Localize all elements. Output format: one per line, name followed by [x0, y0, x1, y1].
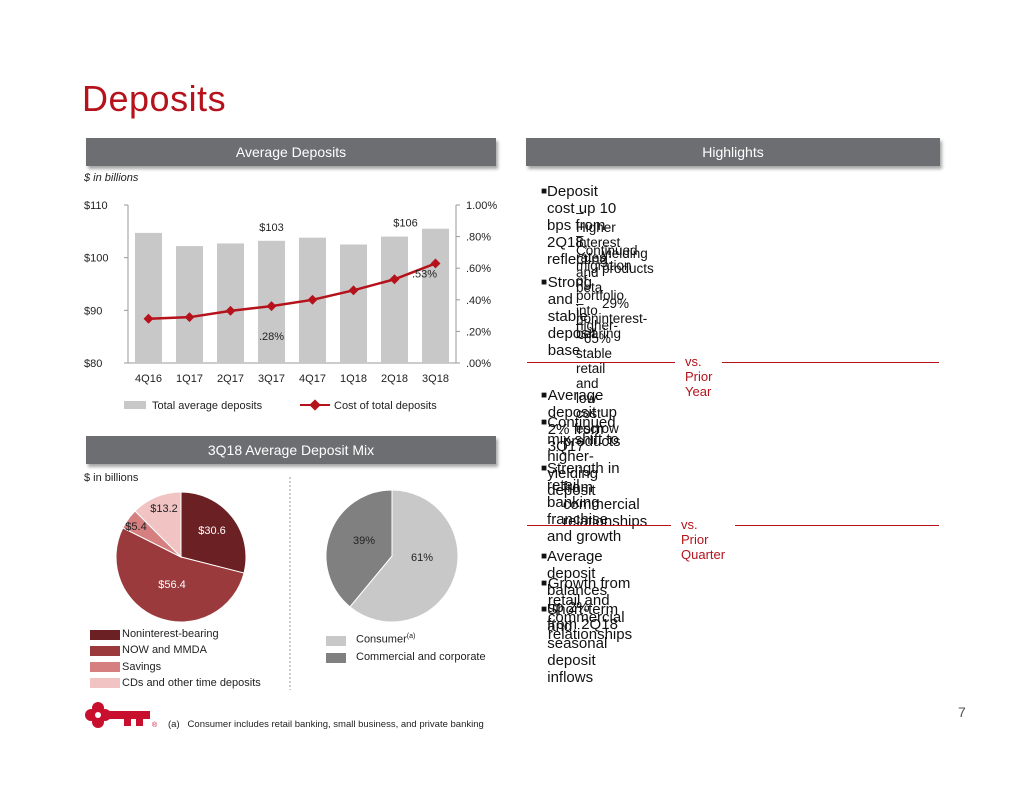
panel-header-highlights: Highlights: [526, 138, 940, 166]
section-label-prior-year: vs. Prior Year: [675, 354, 723, 399]
legend-swatch-commercial: [326, 653, 346, 663]
y-tick-label: $90: [84, 305, 102, 317]
y-tick-label: $100: [84, 253, 108, 265]
pie-slice-noninterest-bearing: [180, 491, 247, 574]
highlight-bullet-deposit-cost: ■ Deposit cost up 10 bps from 2Q18, refle…: [541, 183, 617, 268]
legend-swatch-now-mmda: [90, 646, 120, 656]
line-point-2Q17: [225, 305, 236, 316]
pie-value-label: $5.4: [125, 521, 146, 533]
pie-slice-commercial-and-corporate: [325, 489, 393, 608]
pie-value-label: 39%: [353, 535, 375, 547]
units-label-top: $ in billions: [84, 172, 139, 184]
key-logo: ®: [85, 702, 158, 729]
highlight-sub-retail-escrow: –~65% stable retail and low-cost escrow: [576, 316, 619, 436]
legend-swatch-noninterest: [90, 630, 120, 640]
y2-tick-label: .40%: [466, 295, 491, 307]
legend-label-consumer: Consumer(a): [356, 633, 416, 646]
divider-prior-year: [527, 362, 939, 363]
highlight-bullet-retail-strength: ■ Strength in retail banking franchise an…: [541, 460, 622, 545]
x-tick-label: 4Q17: [299, 373, 326, 385]
bar-2Q18: [380, 236, 409, 363]
y2-tick-label: 1.00%: [466, 200, 497, 212]
line-point-1Q18: [348, 285, 359, 296]
bar-3Q18: [421, 228, 450, 363]
data-label-bar-3Q18: $106: [393, 218, 417, 230]
highlight-bullet-avg-deposit-year: ■ Average deposit up 2% from 3Q17: [541, 387, 618, 455]
highlight-bullet-avg-balance-quarter: ■ Average deposit balances up 2% from 2Q1…: [541, 548, 618, 633]
data-label-line-3Q17: .28%: [259, 331, 284, 343]
highlight-bullet-seasonal-inflows: ■ Short-term and seasonal deposit inflows: [541, 601, 619, 686]
legend-label-cost-of-deposits: Cost of total deposits: [334, 400, 437, 412]
x-tick-label: 1Q17: [176, 373, 203, 385]
legend-swatch-cds: [90, 678, 120, 688]
svg-text:®: ®: [152, 721, 158, 729]
x-tick-label: 3Q18: [422, 373, 449, 385]
pie-slice-consumer: [349, 489, 459, 623]
line-point-3Q18: [430, 258, 441, 269]
pie-slice-cds-and-other-time-deposits: [134, 491, 182, 559]
highlight-bullet-mix-shift: ■ Continued mix shift to higher-yielding …: [541, 414, 619, 499]
legend-swatch-cost-of-deposits: [300, 399, 330, 411]
bar-1Q18: [339, 244, 368, 363]
line-point-3Q17: [266, 301, 277, 312]
panel-header-deposit-mix: 3Q18 Average Deposit Mix: [86, 436, 496, 464]
highlight-sub-migration-cont: yielding products: [602, 246, 654, 276]
line-point-2Q18: [389, 274, 400, 285]
legend-swatch-total-deposits: [124, 401, 146, 409]
highlight-sub-rates: –Higher interest rates and beta: [576, 205, 621, 295]
y-tick-label: $80: [84, 358, 102, 370]
legend-label-total-deposits: Total average deposits: [152, 400, 263, 412]
x-tick-label: 2Q18: [381, 373, 408, 385]
legend-swatch-consumer: [326, 636, 346, 646]
page-title: Deposits: [82, 78, 227, 119]
legend-label-cds: CDs and other time deposits: [122, 677, 261, 689]
pie-value-label: 61%: [411, 552, 433, 564]
pie-slice-now-and-mmda: [115, 527, 245, 623]
y2-tick-label: .20%: [466, 326, 491, 338]
highlight-sub-noninterest: –29% noninterest-bearing: [576, 296, 648, 341]
legend-label-commercial: Commercial and corporate: [356, 651, 486, 663]
x-tick-label: 3Q17: [258, 373, 285, 385]
highlight-bullet-stable-base: ■ Strong and stable deposit base: [541, 274, 597, 359]
x-tick-label: 4Q16: [135, 373, 162, 385]
panel-header-average-deposits: Average Deposits: [86, 138, 496, 166]
highlight-bullet-growth-relationships: ■ Growth from retail and commercial relat…: [541, 575, 633, 643]
section-label-prior-quarter: vs. Prior Quarter: [671, 517, 736, 562]
pie-value-label: $13.2: [150, 503, 178, 515]
pie-value-label: $30.6: [198, 525, 226, 537]
legend-swatch-savings: [90, 662, 120, 672]
line-point-1Q17: [184, 312, 195, 323]
highlight-retail-strength-cont: from commercial relationships: [563, 479, 648, 530]
y2-tick-label: .00%: [466, 358, 491, 370]
line-cost-of-deposits: [148, 262, 436, 321]
units-label-mix: $ in billions: [84, 472, 139, 484]
y2-tick-label: .60%: [466, 263, 491, 275]
data-label-bar-3Q17: $103: [259, 222, 283, 234]
x-tick-label: 2Q17: [217, 373, 244, 385]
y-tick-label: $110: [84, 200, 108, 212]
footnote: (a) Consumer includes retail banking, sm…: [168, 719, 484, 730]
page-number: 7: [958, 704, 966, 720]
bar-4Q16: [134, 232, 163, 363]
legend-label-savings: Savings: [122, 661, 162, 673]
highlight-mix-shift-cont: products: [563, 433, 621, 450]
x-tick-label: 1Q18: [340, 373, 367, 385]
bar-2Q17: [216, 243, 245, 363]
y2-tick-label: .80%: [466, 232, 491, 244]
pie-value-label: $56.4: [158, 579, 186, 591]
legend-label-now-mmda: NOW and MMDA: [122, 644, 207, 656]
bar-1Q17: [175, 246, 204, 363]
line-point-4Q17: [307, 294, 318, 305]
line-point-4Q16: [143, 313, 154, 324]
data-label-line-2Q18: .53%: [412, 268, 437, 280]
legend-label-noninterest: Noninterest-bearing: [122, 628, 219, 640]
highlight-sub-migration: –Continued migration of portfolio into h…: [576, 228, 638, 333]
